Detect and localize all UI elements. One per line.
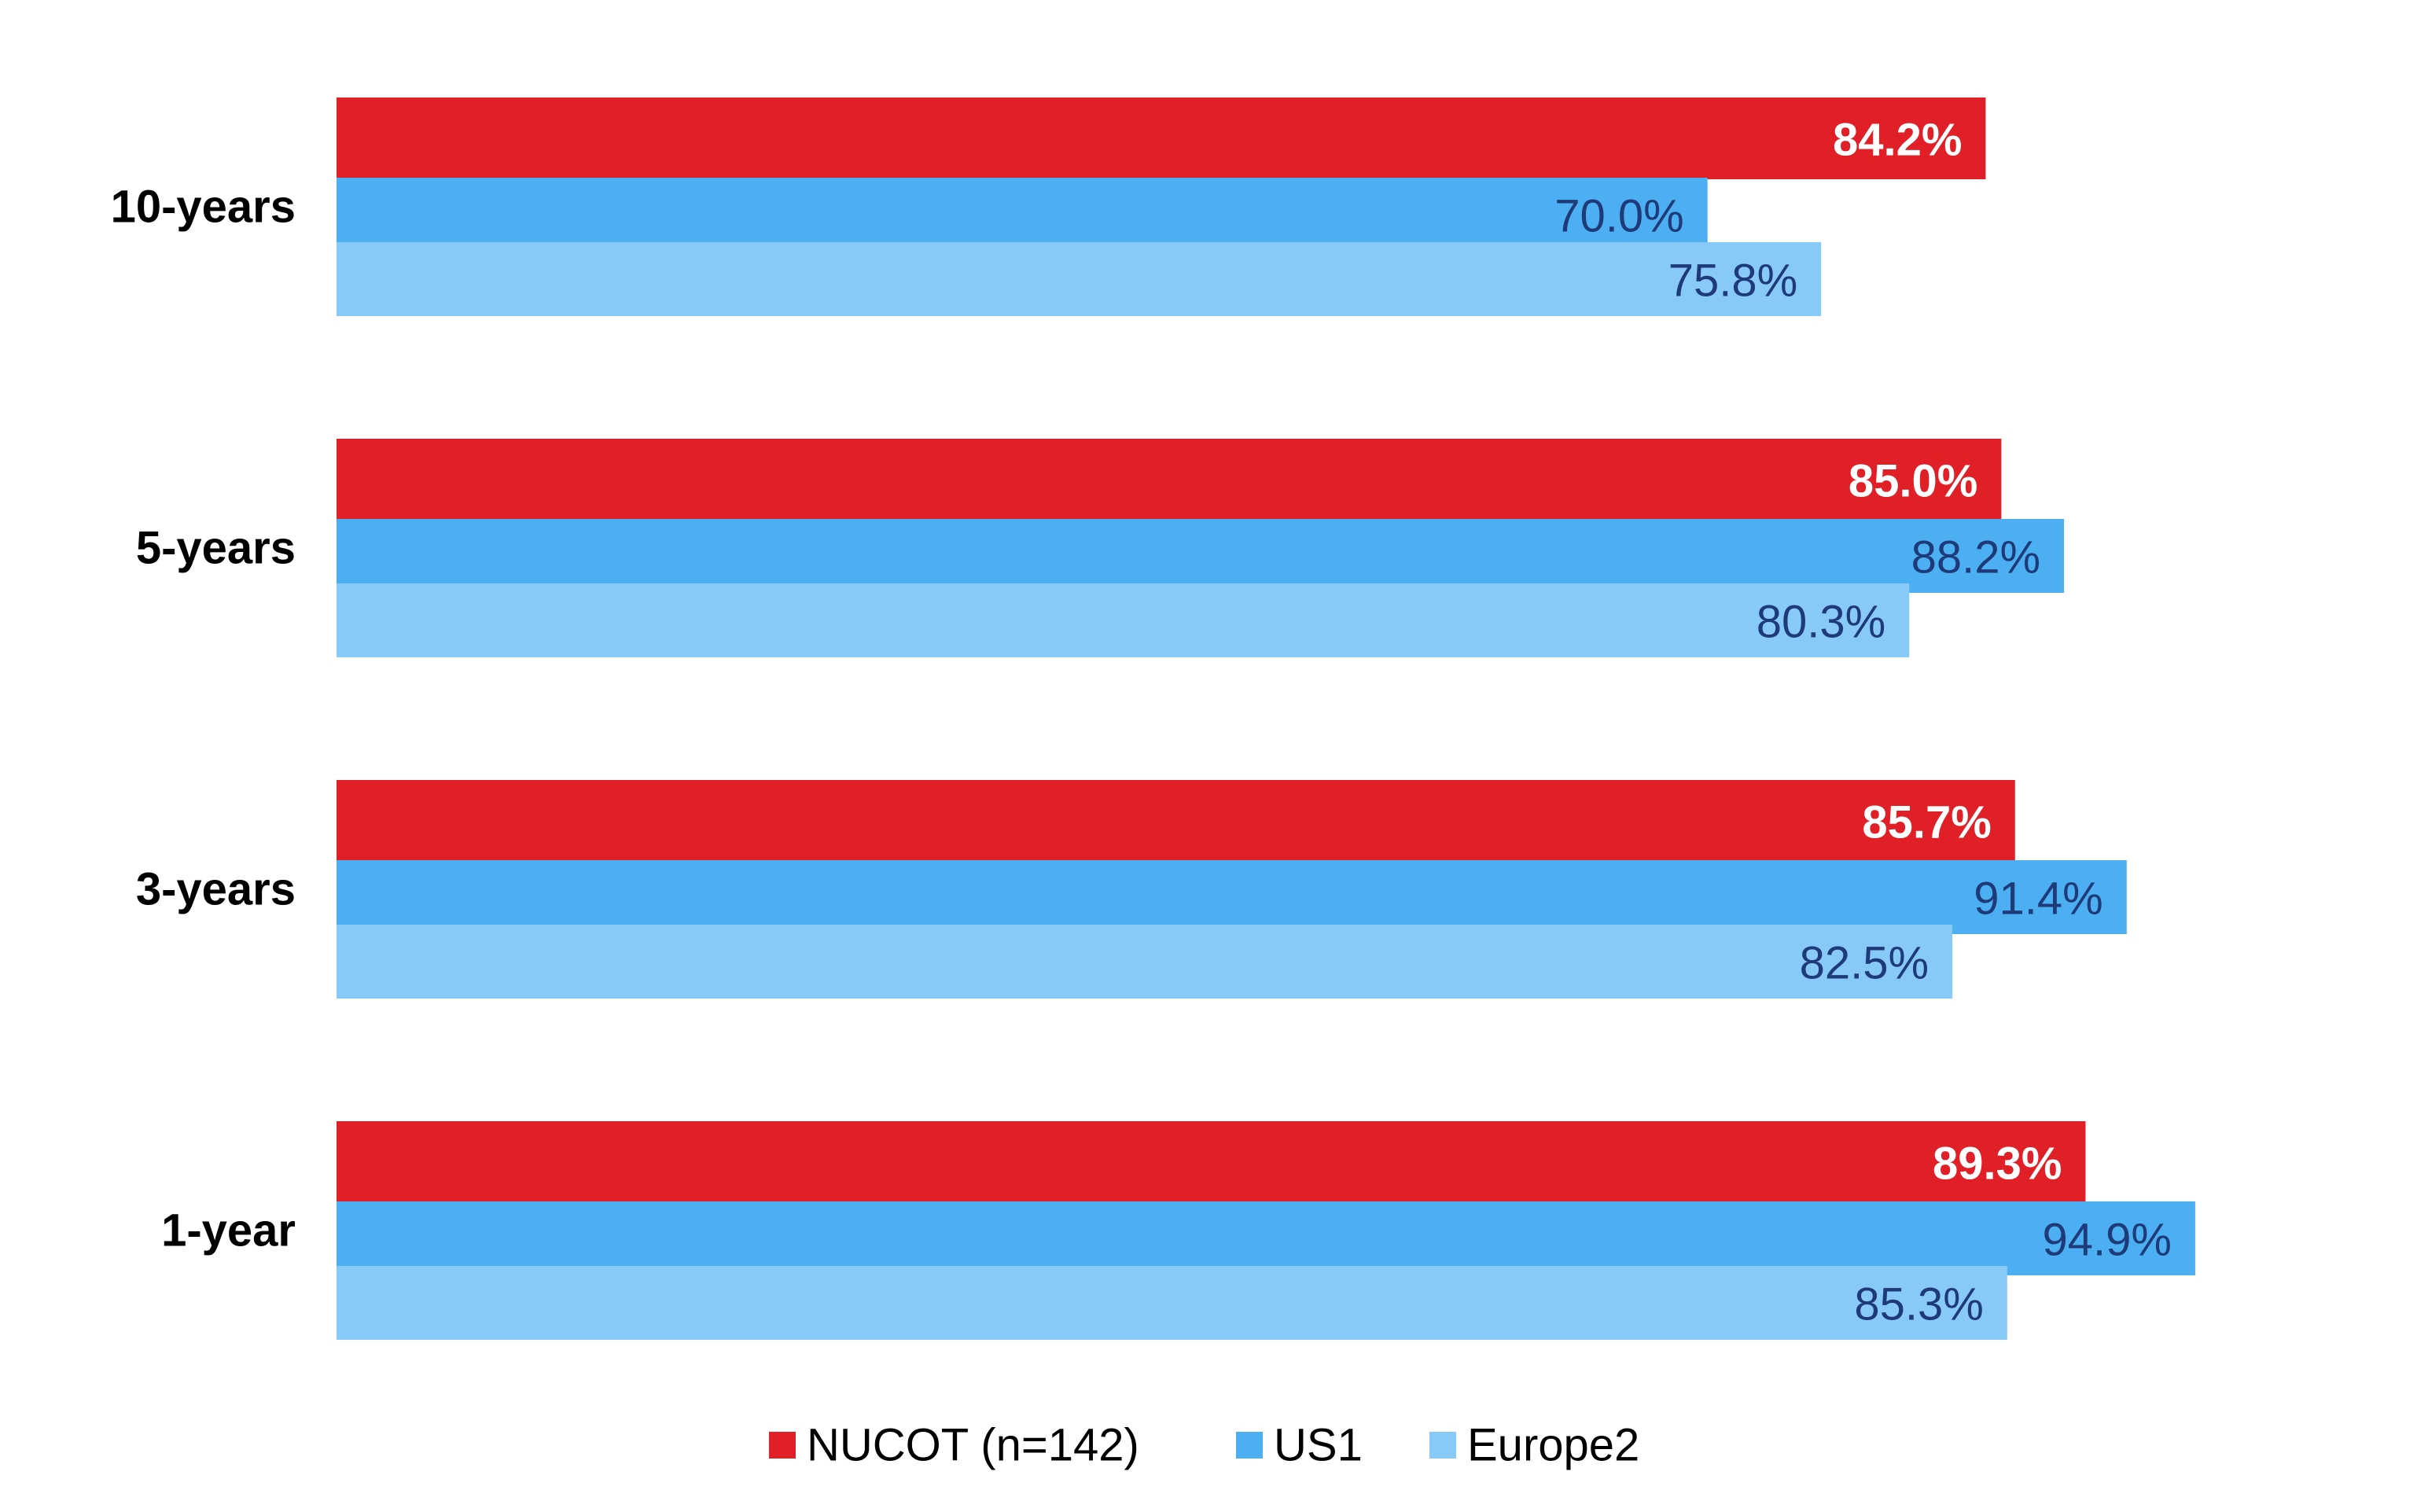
value-label-nucot-n-142-5-years: 85.0% bbox=[1849, 456, 1977, 507]
bar-us1-3-years bbox=[337, 860, 2127, 934]
category-labels-layer: 10-years 5-years 3-years 1-year bbox=[111, 182, 296, 1256]
category-label-5-years: 5-years bbox=[136, 523, 296, 574]
bar-us1-5-years bbox=[337, 519, 2065, 593]
legend-swatch-europe2 bbox=[1429, 1432, 1456, 1459]
legend: NUCOT (n=142) US1 Europe2 bbox=[769, 1420, 1639, 1471]
legend-label-us1: US1 bbox=[1274, 1420, 1363, 1471]
legend-swatch-us1 bbox=[1236, 1432, 1263, 1459]
bars-layer bbox=[337, 97, 2195, 1340]
value-label-nucot-n-142-3-years: 85.7% bbox=[1862, 797, 1991, 848]
bar-nucot-n-142-10-years bbox=[337, 97, 1986, 179]
bar-europe2-10-years bbox=[337, 242, 1822, 316]
bar-nucot-n-142-1-year bbox=[337, 1121, 2086, 1203]
value-label-nucot-n-142-10-years: 84.2% bbox=[1833, 115, 1962, 166]
value-label-nucot-n-142-1-year: 89.3% bbox=[1933, 1139, 2062, 1190]
bar-europe2-5-years bbox=[337, 583, 1910, 657]
value-label-europe2-10-years: 75.8% bbox=[1668, 256, 1797, 307]
legend-swatch-nucot-n-142 bbox=[769, 1432, 796, 1459]
value-label-europe2-3-years: 82.5% bbox=[1800, 938, 1929, 989]
value-labels-layer: 84.2% 70.0% 75.8% 85.0% 88.2% 80.3% 85.7% 91.4%… bbox=[1554, 115, 2172, 1330]
bar-nucot-n-142-3-years bbox=[337, 780, 2015, 862]
value-label-us1-10-years: 70.0% bbox=[1554, 191, 1683, 242]
category-label-1-year: 1-year bbox=[161, 1205, 296, 1256]
category-label-3-years: 3-years bbox=[136, 864, 296, 915]
bar-nucot-n-142-5-years bbox=[337, 439, 2002, 521]
legend-label-nucot-n-142: NUCOT (n=142) bbox=[807, 1420, 1139, 1471]
bar-us1-10-years bbox=[337, 178, 1708, 252]
category-label-10-years: 10-years bbox=[111, 182, 296, 233]
value-label-europe2-5-years: 80.3% bbox=[1757, 597, 1885, 648]
value-label-europe2-1-year: 85.3% bbox=[1854, 1279, 1983, 1330]
bar-europe2-3-years bbox=[337, 925, 1953, 999]
value-label-us1-3-years: 91.4% bbox=[1974, 874, 2102, 925]
value-label-us1-1-year: 94.9% bbox=[2042, 1215, 2171, 1266]
bar-us1-1-year bbox=[337, 1201, 2195, 1275]
value-label-us1-5-years: 88.2% bbox=[1911, 532, 2040, 583]
legend-label-europe2: Europe2 bbox=[1467, 1420, 1639, 1471]
bar-europe2-1-year bbox=[337, 1266, 2007, 1340]
